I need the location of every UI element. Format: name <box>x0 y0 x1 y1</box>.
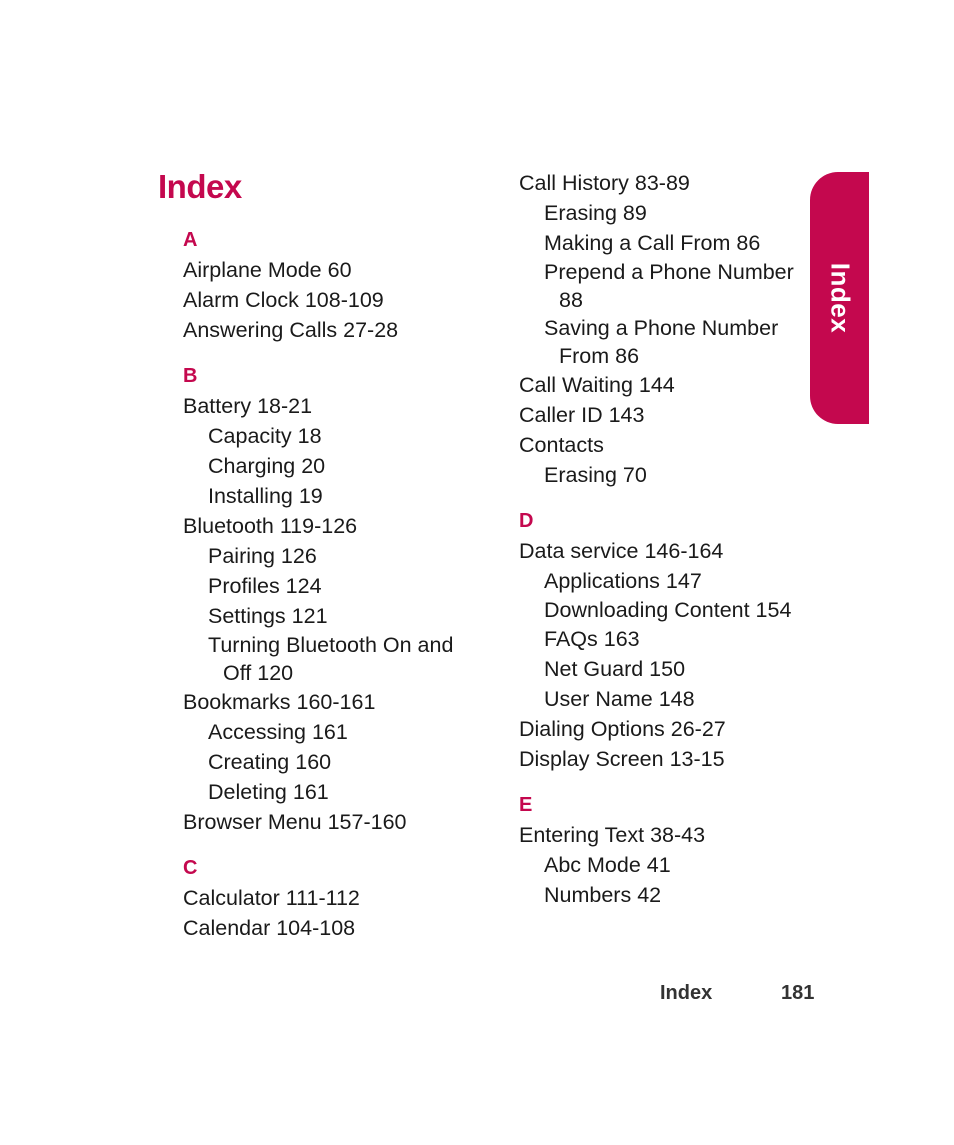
index-entry: Answering Calls 27-28 <box>183 318 399 342</box>
index-entry: Bookmarks 160-161 <box>183 690 376 714</box>
section-tab[interactable]: Index <box>810 172 869 424</box>
index-entry: Data service 146-164 <box>519 539 724 563</box>
index-letter-heading: A <box>183 229 198 251</box>
index-entry: Caller ID 143 <box>519 403 645 427</box>
index-entry: Display Screen 13-15 <box>519 747 725 771</box>
index-column-right: Call History 83-89 Erasing 89 Making a Cal… <box>519 168 809 910</box>
index-entry: Battery 18-21 <box>183 394 313 418</box>
page-number: 181 <box>781 982 815 1004</box>
section-tab-label: Index <box>825 262 855 334</box>
index-subentry: Deleting 161 <box>208 780 329 804</box>
index-subentry: Profiles 124 <box>208 574 322 598</box>
group-spacer <box>519 774 809 790</box>
index-subentry: Prepend a Phone Number 88 <box>544 260 794 312</box>
index-entry: Call History 83-89 <box>519 171 690 195</box>
index-subentry: Erasing 89 <box>544 201 647 225</box>
index-subentry: Turning Bluetooth On and Off 120 <box>208 633 454 685</box>
index-entry: Alarm Clock 108-109 <box>183 288 384 312</box>
index-letter-heading: E <box>519 794 533 816</box>
index-column-left: A Airplane Mode 60 Alarm Clock 108-109 Answ… <box>183 225 483 943</box>
index-subentry: Pairing 126 <box>208 544 317 568</box>
index-letter-heading: C <box>183 857 198 879</box>
index-subentry: FAQs 163 <box>544 627 640 651</box>
footer-section-label: Index <box>660 982 713 1004</box>
index-subentry: Numbers 42 <box>544 883 662 907</box>
group-spacer <box>183 345 483 361</box>
index-subentry: Saving a Phone Number From 86 <box>544 316 779 368</box>
index-subentry: Capacity 18 <box>208 424 322 448</box>
page-title: Index <box>158 168 242 205</box>
index-subentry: Accessing 161 <box>208 720 348 744</box>
group-spacer <box>519 490 809 506</box>
index-subentry: Downloading Content 154 <box>544 598 792 622</box>
index-entry: Browser Menu 157-160 <box>183 810 407 834</box>
index-letter-heading: D <box>519 510 534 532</box>
index-subentry: Charging 20 <box>208 454 326 478</box>
index-subentry: User Name 148 <box>544 687 695 711</box>
index-subentry: Abc Mode 41 <box>544 853 671 877</box>
index-subentry: Installing 19 <box>208 484 323 508</box>
index-entry: Airplane Mode 60 <box>183 258 352 282</box>
index-entry: Calculator 111-112 <box>183 886 360 910</box>
index-entry: Contacts <box>519 433 604 457</box>
index-letter-heading: B <box>183 365 198 387</box>
index-entry: Entering Text 38-43 <box>519 823 706 847</box>
index-subentry: Settings 121 <box>208 604 328 628</box>
index-entry: Calendar 104-108 <box>183 916 356 940</box>
index-entry: Call Waiting 144 <box>519 373 675 397</box>
index-subentry: Applications 147 <box>544 569 702 593</box>
index-subentry: Net Guard 150 <box>544 657 686 681</box>
index-entry: Bluetooth 119-126 <box>183 514 358 538</box>
index-subentry: Erasing 70 <box>544 463 647 487</box>
index-subentry: Making a Call From 86 <box>544 231 761 255</box>
index-entry: Dialing Options 26-27 <box>519 717 726 741</box>
group-spacer <box>183 837 483 853</box>
index-subentry: Creating 160 <box>208 750 332 774</box>
